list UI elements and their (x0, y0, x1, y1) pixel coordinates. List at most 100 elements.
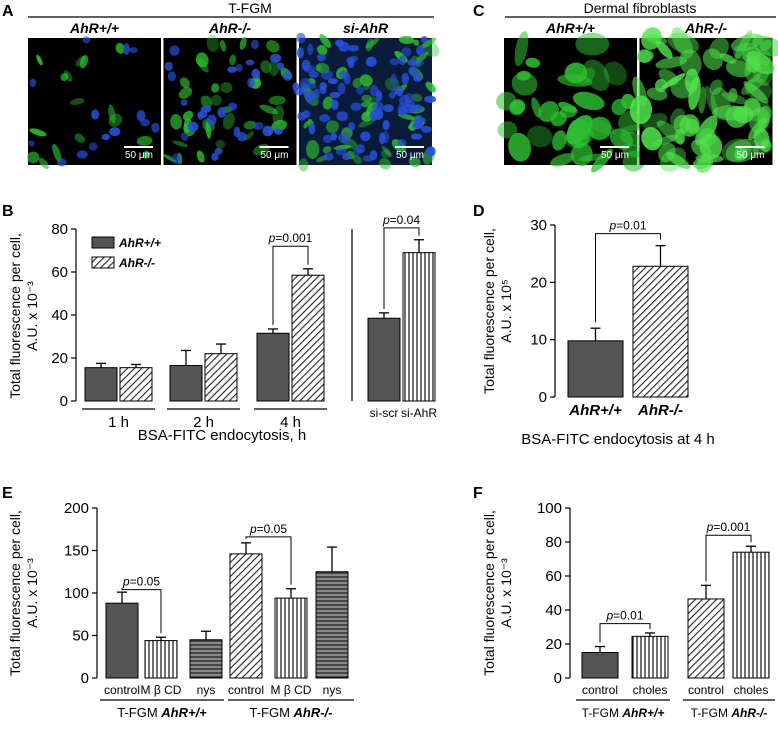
cell-mark (745, 78, 772, 101)
p-value-label: p=0.001 (268, 231, 313, 245)
micrograph-2: 50 μm (293, 32, 440, 172)
cell-mark (679, 49, 702, 76)
nucleus-mark (307, 43, 314, 56)
p-value-label: p=0.01 (605, 609, 643, 623)
cell-mark (352, 154, 362, 165)
nucleus-mark (313, 88, 320, 100)
cell-mark (205, 121, 211, 140)
scalebar-label: 50 μm (261, 150, 289, 161)
nucleus-mark (350, 102, 362, 111)
nucleus-mark (327, 78, 339, 85)
bar (367, 317, 401, 402)
panel-c-images: 50 μm AhR+/+ 50 μm AhR-/- (496, 20, 778, 174)
cell-mark (69, 98, 85, 105)
micrograph-c0: 50 μm (496, 31, 646, 173)
nucleus-mark (57, 158, 67, 167)
cell-mark (306, 139, 320, 160)
significance-bracket (599, 623, 651, 643)
cell-mark (259, 104, 278, 115)
micrograph-label: si-AhR (343, 20, 389, 36)
chart-b: 0 20 40 60 80 Total fluorescence per cell, A.U… (7, 213, 437, 444)
nucleus-mark (331, 99, 339, 111)
y-tick-label: 20 (530, 274, 547, 291)
bar (402, 252, 436, 402)
cell-mark (303, 121, 310, 129)
cell-mark (557, 74, 593, 87)
cell-mark (381, 146, 392, 157)
cell-mark (220, 82, 233, 94)
x-axis-label: BSA-FITC endocytosis at 4 h (521, 431, 714, 448)
nucleus-mark (397, 139, 407, 148)
category-label: nys (197, 683, 216, 697)
nucleus-mark (389, 58, 400, 66)
group-label: T-FGM AhR+/+ (117, 705, 207, 720)
panel-letter-d: D (473, 203, 485, 220)
cell-mark (514, 31, 529, 67)
cell-mark (52, 143, 62, 163)
cell-mark (272, 105, 285, 124)
y-tick-label: 0 (554, 670, 562, 687)
nucleus-mark (136, 110, 146, 122)
cell-mark (359, 74, 373, 87)
bar (732, 551, 770, 679)
cell-mark (211, 83, 220, 93)
bar (291, 274, 325, 402)
bar (119, 367, 153, 402)
legend-label: AhR+/+ (118, 236, 161, 250)
cell-mark (667, 32, 699, 54)
cell-mark (656, 120, 685, 144)
cell-mark (420, 37, 437, 49)
y-tick-label: 10 (530, 332, 547, 349)
cell-mark (239, 37, 247, 50)
bar (567, 340, 624, 398)
nucleus-mark (247, 77, 255, 88)
nucleus-mark (129, 47, 138, 54)
nucleus-mark (217, 107, 226, 118)
cell-mark (398, 35, 415, 45)
nucleus-mark (297, 112, 307, 121)
cell-mark (74, 133, 86, 143)
nucleus-mark (301, 59, 311, 71)
cell-mark (725, 139, 760, 163)
micrograph-label: AhR+/+ (69, 20, 119, 36)
cell-mark (741, 71, 769, 95)
nucleus-mark (347, 44, 360, 52)
cell-mark (552, 130, 567, 151)
chart-d: 0 10 20 30 Total fluorescence per cell, A.U. … (481, 217, 715, 448)
nucleus-mark (262, 125, 274, 137)
bar (229, 553, 263, 679)
y-axis-label: A.U. x 10⁻³ (24, 558, 40, 628)
cell-mark (79, 54, 89, 69)
nucleus-mark (401, 72, 410, 85)
cell-mark (182, 110, 194, 121)
nucleus-mark (397, 103, 406, 115)
nucleus-mark (296, 47, 305, 59)
cell-mark (759, 39, 772, 51)
cell-mark (425, 81, 436, 93)
nucleus-mark (151, 122, 160, 133)
cell-mark (688, 75, 701, 111)
panel-letter-c: C (473, 3, 485, 20)
nucleus-mark (214, 147, 223, 155)
cell-mark (575, 32, 610, 56)
nucleus-mark (187, 121, 199, 132)
cell-mark (38, 157, 49, 170)
nucleus-mark (392, 86, 401, 94)
y-axis-label: Total fluorescence per cell, (481, 228, 497, 394)
nucleus-mark (390, 73, 397, 86)
cell-mark (591, 148, 613, 173)
cell-mark (731, 33, 764, 52)
nucleus-mark (356, 86, 364, 95)
cell-mark (655, 56, 688, 69)
cell-mark (748, 117, 768, 141)
bar (581, 652, 619, 679)
cell-mark (629, 95, 653, 125)
cell-mark (195, 52, 209, 68)
cell-mark (509, 101, 524, 116)
nucleus-mark (369, 84, 379, 97)
category-label: AhR-/- (637, 402, 683, 419)
nucleus-mark (245, 59, 255, 66)
cell-mark (269, 59, 280, 77)
cell-mark (411, 93, 423, 102)
